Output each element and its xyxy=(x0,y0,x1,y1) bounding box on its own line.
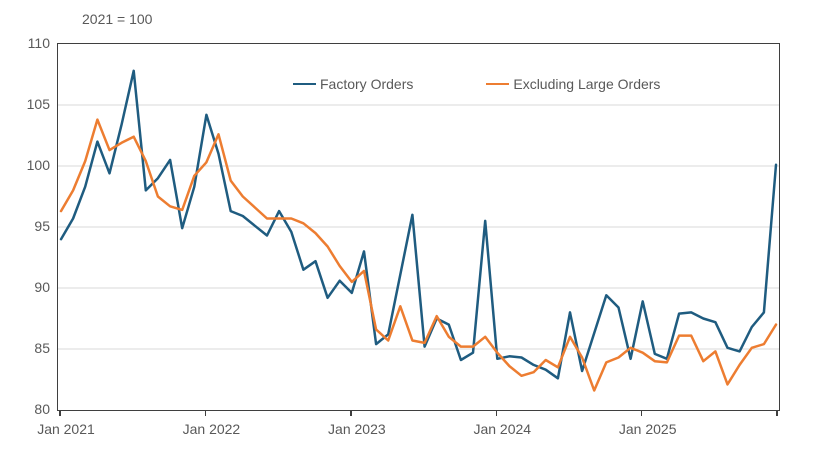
x-axis-tick-label: Jan 2024 xyxy=(473,421,532,437)
y-axis-tick-label: 80 xyxy=(34,401,50,417)
chart-title: 2021 = 100 xyxy=(82,11,153,27)
factory-orders-line-swatch xyxy=(293,82,316,86)
x-axis-tick xyxy=(204,410,207,416)
line-factory-orders xyxy=(59,69,778,380)
x-axis-tick xyxy=(776,410,778,416)
plot-area xyxy=(57,43,780,411)
x-axis-tick-label: Jan 2025 xyxy=(618,421,677,437)
x-axis-tick xyxy=(495,410,498,416)
x-axis-tick-label: Jan 2022 xyxy=(182,421,241,437)
legend-label-factory-orders: Factory Orders xyxy=(320,76,414,92)
legend-label-excluding-large-orders: Excluding Large Orders xyxy=(513,76,661,92)
x-axis-tick xyxy=(59,410,61,416)
x-axis-tick-label: Jan 2021 xyxy=(37,421,95,437)
line-excluding-large-orders xyxy=(59,118,778,392)
chart-canvas xyxy=(58,69,779,392)
y-axis-tick-label: 85 xyxy=(34,340,50,356)
y-axis-tick-label: 100 xyxy=(26,157,50,173)
y-axis-tick-label: 95 xyxy=(34,218,50,234)
excluding-large-orders-line-swatch xyxy=(486,82,510,86)
x-axis-tick xyxy=(640,410,643,416)
x-axis-tick-label: Jan 2023 xyxy=(328,421,386,437)
x-axis-tick xyxy=(350,410,352,416)
y-axis-tick-label: 105 xyxy=(26,96,50,112)
y-axis-tick-label: 90 xyxy=(34,279,50,295)
legend-item-factory-orders: Factory Orders xyxy=(293,76,413,92)
y-axis-tick-label: 110 xyxy=(27,35,50,51)
legend: Factory Orders Excluding Large Orders xyxy=(293,76,660,92)
legend-item-excluding-large-orders: Excluding Large Orders xyxy=(486,76,660,92)
